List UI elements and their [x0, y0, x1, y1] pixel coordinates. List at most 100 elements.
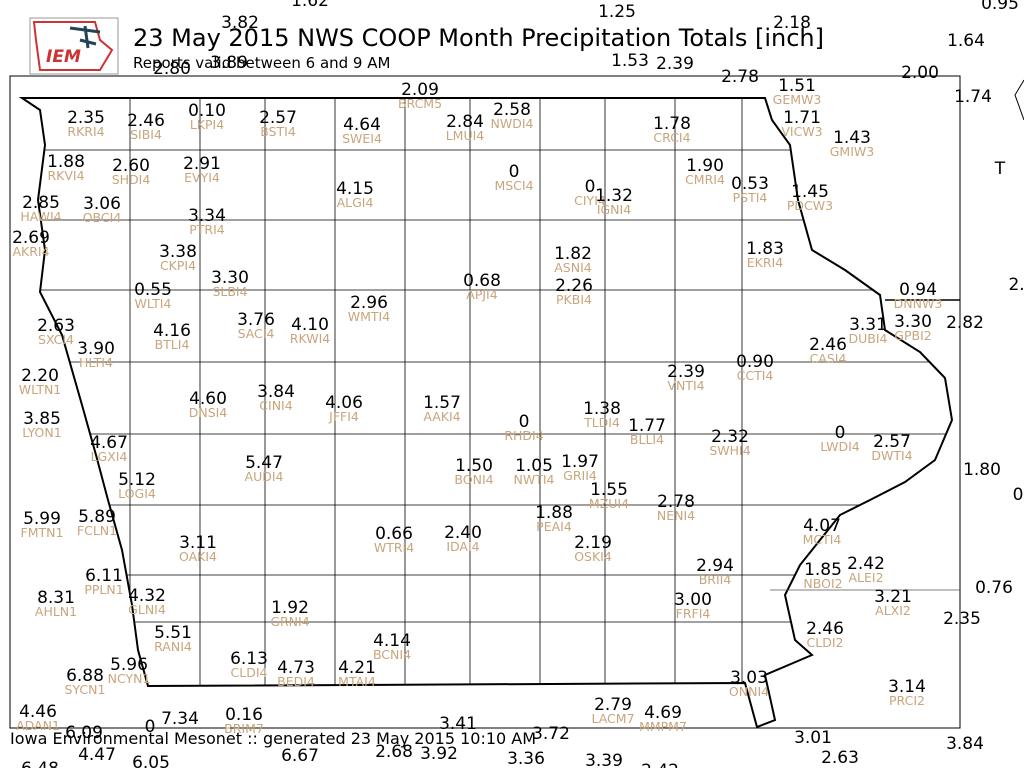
station-value: 2.40: [444, 523, 482, 543]
station-id: NWTI4: [514, 472, 555, 487]
station-value: 1.82: [554, 244, 592, 264]
station-id: GPBI2: [894, 328, 931, 343]
station-id: VICW3: [781, 124, 822, 139]
station-value: 2.63: [37, 316, 75, 336]
station-id: BRIM7: [224, 721, 264, 736]
station-id: GMIW3: [830, 144, 874, 159]
station-id: WMTI4: [348, 309, 390, 324]
station-value: 1.50: [455, 456, 493, 476]
station-value: 3.11: [179, 533, 217, 553]
station-id: ALXI2: [875, 603, 911, 618]
station-id: GRNI4: [270, 614, 309, 629]
station-value: 5.89: [78, 507, 116, 527]
station-id: ASNI4: [554, 260, 592, 275]
station-value: 3.90: [77, 339, 115, 359]
outer-value: 3.84: [946, 734, 984, 754]
station-value: 4.14: [373, 631, 411, 651]
station-id: PDCW3: [787, 198, 833, 213]
station-id: MTAI4: [338, 674, 376, 689]
station-id: NCYN1: [108, 671, 151, 686]
station-value: 2.94: [696, 556, 734, 576]
station-value: 3.34: [188, 206, 226, 226]
outer-value: 1.74: [954, 87, 992, 107]
station-value: 4.46: [19, 702, 57, 722]
outer-value: 3.89: [210, 53, 248, 73]
station-value: 2.42: [847, 554, 885, 574]
station-id: SIBI4: [130, 127, 162, 142]
station-id: EKRI4: [747, 255, 783, 270]
station-value: 3.84: [257, 382, 295, 402]
station-value: 5.51: [154, 623, 192, 643]
station-id: NENI4: [657, 508, 695, 523]
station-id: PPLN1: [84, 582, 123, 597]
station-id: RKWI4: [290, 331, 330, 346]
station-id: CCTI4: [737, 368, 774, 383]
station-id: BRII4: [699, 572, 732, 587]
footer: Iowa Environmental Mesonet :: generated …: [10, 729, 536, 748]
station-value: 1.88: [47, 152, 85, 172]
station-id: BEDI4: [277, 674, 315, 689]
station-value: 4.07: [803, 516, 841, 536]
title: 23 May 2015 NWS COOP Month Precipitation…: [133, 24, 824, 52]
station-value: 2.84: [446, 112, 484, 132]
station-id: SACI4: [238, 326, 275, 341]
station-id: OBCI4: [83, 210, 122, 225]
station-id: SWEI4: [342, 131, 382, 146]
station-value: 4.73: [277, 658, 315, 678]
outer-value: 3.82: [221, 13, 259, 33]
station-id: SWHI4: [709, 443, 750, 458]
station-id: BONI4: [454, 472, 493, 487]
outer-value: 1.53: [611, 51, 649, 71]
station-value: 0.94: [899, 280, 937, 300]
station-value: 3.38: [159, 242, 197, 262]
outer-value: 3.36: [507, 749, 545, 768]
logo-map: [32, 21, 114, 71]
station-value: 1.88: [535, 503, 573, 523]
station-id: OSKI4: [574, 549, 612, 564]
station-id: HAWI4: [20, 209, 61, 224]
station-value: 2.46: [809, 335, 847, 355]
outer-value: 1.64: [947, 31, 985, 51]
station-value: 7.34: [161, 709, 199, 729]
station-value: 3.76: [237, 310, 275, 330]
subtitle: Reports valid between 6 and 9 AM: [133, 54, 390, 72]
station-value: 0: [145, 717, 156, 737]
station-value: 8.31: [37, 588, 75, 608]
outer-value: 0.76: [975, 578, 1013, 598]
station-id: FMTN1: [21, 525, 64, 540]
station-value: 1.71: [783, 108, 821, 128]
station-value: 2.26: [555, 276, 593, 296]
outer-value: 3.39: [585, 751, 623, 768]
station-value: 4.32: [128, 586, 166, 606]
station-id: BLLI4: [630, 432, 664, 447]
outer-value: 6.05: [132, 753, 170, 768]
station-id: ALEI2: [848, 570, 883, 585]
station-id: IDAI4: [446, 539, 479, 554]
station-id: BTLI4: [155, 337, 190, 352]
station-value: 1.77: [628, 416, 666, 436]
station-value: 3.21: [874, 587, 912, 607]
station-id: OAKI4: [179, 549, 217, 564]
station-id: CASI4: [810, 351, 847, 366]
station-value: 0: [519, 412, 530, 432]
station-value: 2.19: [574, 533, 612, 553]
station-id: PKBI4: [556, 292, 592, 307]
station-value: 1.38: [583, 399, 621, 419]
station-id: CLDI2: [807, 635, 844, 650]
station-id: RKVI4: [47, 168, 84, 183]
station-value: 3.06: [83, 194, 121, 214]
station-id: MMPM7: [639, 719, 687, 734]
station-id: LWDI4: [820, 439, 859, 454]
station-value: 2.69: [12, 228, 50, 248]
station-id: DNSI4: [189, 405, 228, 420]
station-id: TLDI4: [583, 415, 620, 430]
outer-value: 2.18: [773, 13, 811, 33]
station-value: 5.12: [118, 470, 156, 490]
shore-line: [1014, 79, 1024, 121]
station-id: AKRI4: [12, 244, 49, 259]
station-id: DNNW3: [894, 296, 943, 311]
station-id: BCNI4: [373, 647, 411, 662]
station-value: 4.21: [338, 658, 376, 678]
